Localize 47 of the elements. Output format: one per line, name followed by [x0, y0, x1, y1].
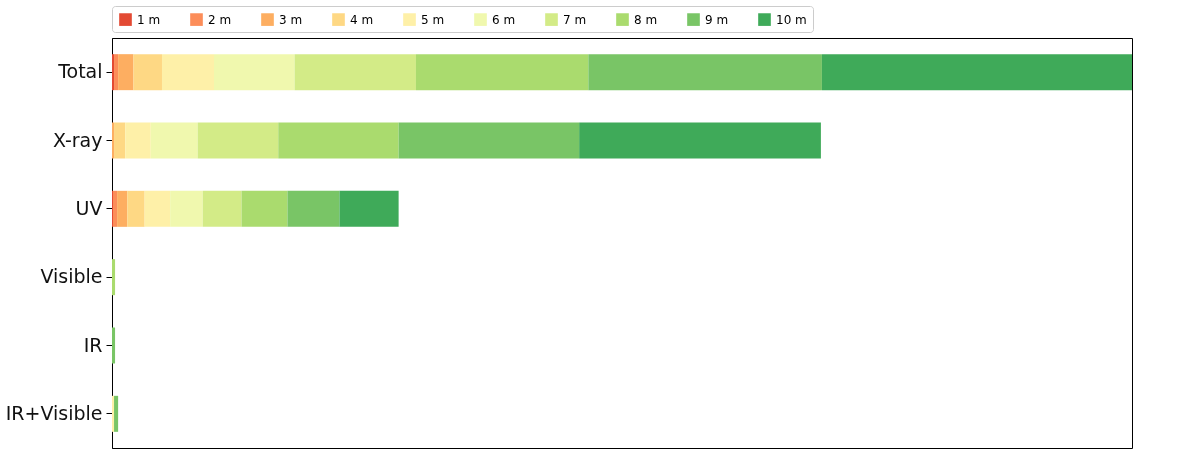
legend-label: 10 m: [776, 12, 807, 27]
bar: [113, 190, 118, 227]
bar: [398, 122, 580, 159]
bar: [241, 190, 288, 227]
bar: [278, 122, 399, 159]
bar: [579, 122, 821, 159]
y-tick-label: X-ray: [52, 128, 103, 151]
bar: [170, 190, 203, 227]
legend-label: 9 m: [705, 12, 729, 27]
bar: [133, 54, 162, 91]
bar: [588, 54, 822, 91]
bar: [112, 395, 115, 432]
bar: [197, 122, 279, 159]
legend-label: 6 m: [492, 12, 516, 27]
legend-label: 3 m: [279, 12, 303, 27]
legend-label: 7 m: [563, 12, 587, 27]
bar: [339, 190, 399, 227]
bar: [821, 54, 1132, 91]
bar: [114, 122, 126, 159]
bar: [118, 54, 134, 91]
bar: [112, 122, 115, 159]
bar: [114, 395, 119, 432]
bar: [125, 122, 151, 159]
legend-label: 8 m: [634, 12, 658, 27]
bar: [114, 54, 119, 91]
bar: [214, 54, 295, 91]
bar: [127, 190, 145, 227]
bar: [112, 259, 116, 296]
bar: [294, 54, 416, 91]
legend-label: 2 m: [208, 12, 232, 27]
legend-label: 4 m: [350, 12, 374, 27]
bar: [112, 327, 116, 364]
y-tick-label: IR+Visible: [5, 401, 103, 424]
bar: [150, 122, 198, 159]
y-tick-label: Total: [57, 60, 103, 83]
y-tick-label: Visible: [40, 265, 103, 288]
legend-label: 1 m: [137, 12, 161, 27]
bar: [144, 190, 171, 227]
bar: [112, 54, 115, 91]
bar: [161, 54, 214, 91]
bar: [202, 190, 242, 227]
y-tick-label: UV: [75, 196, 103, 219]
bar: [287, 190, 340, 227]
y-tick-label: IR: [83, 333, 103, 356]
legend-label: 5 m: [421, 12, 445, 27]
bar: [117, 190, 128, 227]
bar: [415, 54, 589, 91]
